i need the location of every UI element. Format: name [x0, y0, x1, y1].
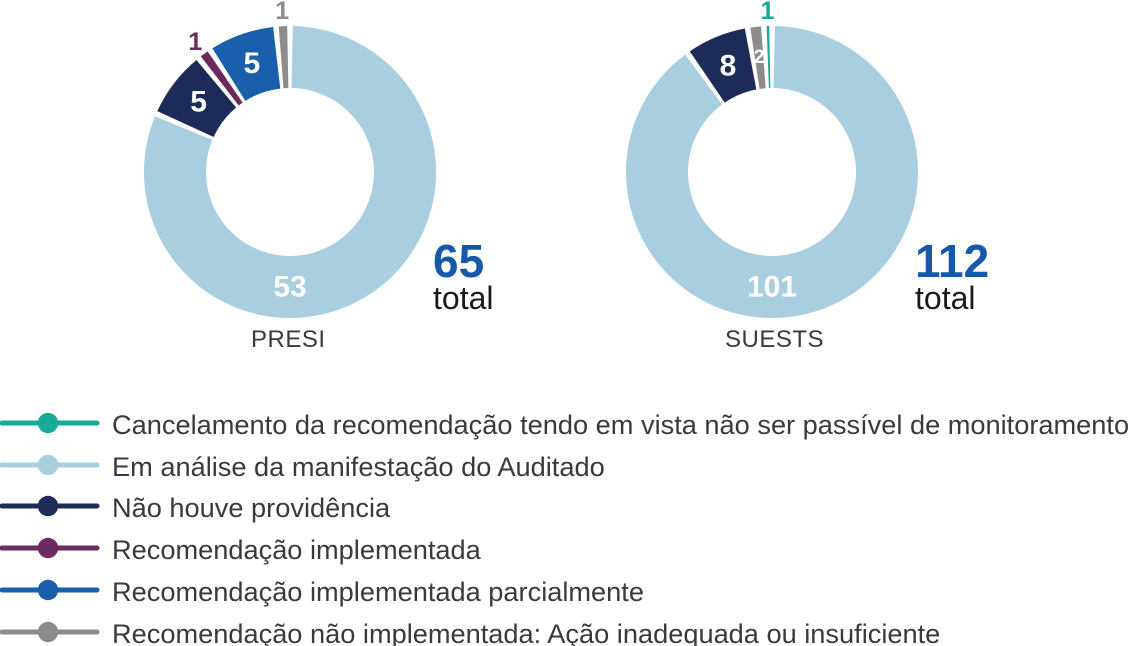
svg-text:8: 8 — [720, 49, 737, 82]
svg-text:101: 101 — [747, 271, 797, 304]
svg-text:1: 1 — [275, 0, 289, 25]
svg-text:53: 53 — [273, 271, 306, 304]
svg-text:5: 5 — [243, 47, 260, 80]
svg-text:1: 1 — [188, 28, 202, 56]
svg-text:5: 5 — [190, 86, 207, 119]
svg-text:2: 2 — [754, 47, 765, 68]
svg-text:1: 1 — [761, 0, 775, 25]
